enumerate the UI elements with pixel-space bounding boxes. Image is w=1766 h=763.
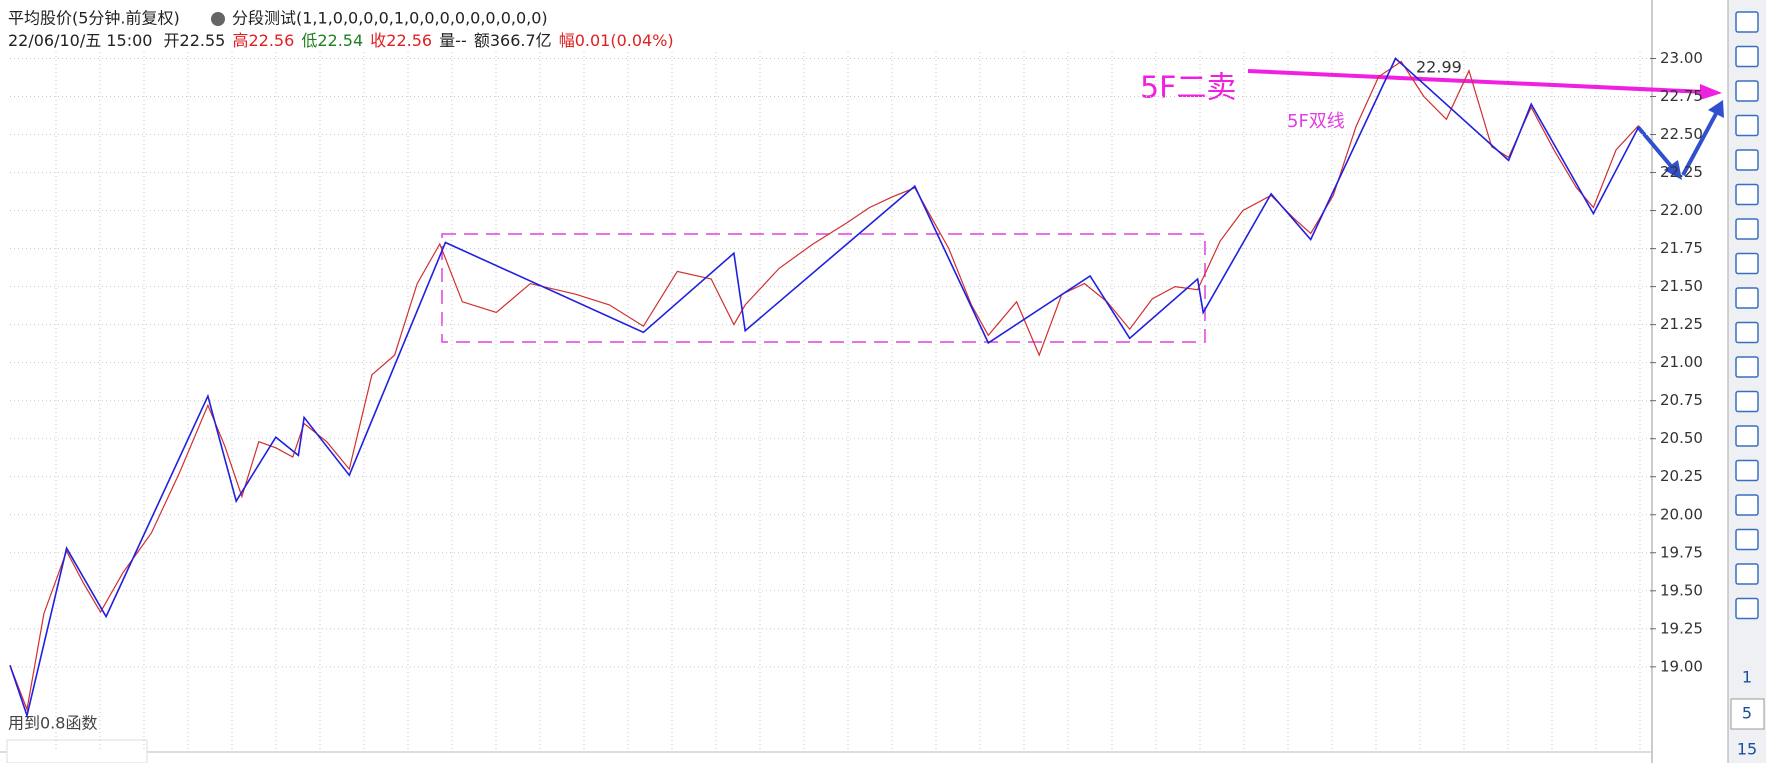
y-tick-label: 23.00: [1660, 49, 1703, 67]
period-button[interactable]: 15: [1737, 740, 1757, 759]
tool-button[interactable]: [1735, 218, 1759, 240]
tool-button[interactable]: [1735, 114, 1759, 137]
info-low: 低22.54: [301, 31, 363, 50]
info-open: 开22.55: [164, 31, 226, 50]
tool-button[interactable]: [1735, 252, 1759, 275]
annotation: 5F二卖: [1140, 71, 1236, 106]
tool-button[interactable]: [1735, 45, 1759, 68]
arrow-head: [1700, 84, 1722, 100]
period-button[interactable]: 1: [1742, 668, 1752, 687]
series-line: [9, 57, 1640, 719]
y-tick-label: 22.75: [1660, 87, 1703, 105]
y-tick-label: 21.50: [1660, 277, 1703, 295]
y-tick-label: 20.75: [1660, 391, 1703, 409]
tool-button[interactable]: [1735, 321, 1759, 344]
status-box: [6, 739, 148, 763]
y-tick-label: 21.75: [1660, 239, 1703, 257]
y-tick-label: 19.75: [1660, 543, 1703, 561]
note: 用到0.8函数: [8, 714, 97, 733]
chart-title: 平均股价(5分钟.前复权): [8, 9, 180, 28]
y-tick-label: 20.00: [1660, 505, 1703, 523]
tool-button[interactable]: [1735, 425, 1759, 447]
tool-button[interactable]: [1735, 149, 1759, 171]
info-change: 幅0.01(0.04%): [559, 31, 674, 50]
chart-subtitle: 分段测试(1,1,0,0,0,0,1,0,0,0,0,0,0,0,0,0): [232, 9, 548, 28]
y-tick-label: 22.00: [1660, 201, 1703, 219]
blue-arrow: [1636, 125, 1678, 174]
period-button[interactable]: 5: [1742, 704, 1752, 723]
annotation: 22.99: [1416, 58, 1462, 77]
tool-button[interactable]: [1735, 356, 1759, 378]
range-box: [441, 233, 1206, 343]
info-high: 高22.56: [232, 31, 294, 50]
blue-arrow: [1681, 109, 1720, 176]
tool-button[interactable]: [1735, 494, 1759, 516]
tool-button[interactable]: [1735, 11, 1759, 33]
info-close: 收22.56: [370, 31, 432, 50]
y-tick-label: 22.50: [1660, 125, 1703, 143]
y-tick-label: 21.00: [1660, 353, 1703, 371]
toolbar: [1728, 0, 1766, 763]
y-tick-label: 22.25: [1660, 163, 1703, 181]
period-selected: [1730, 698, 1765, 730]
info-amount: 额366.7亿: [474, 31, 552, 50]
annotation: 5F双线: [1287, 111, 1345, 132]
dropdown-icon[interactable]: [211, 12, 225, 26]
y-tick-label: 20.25: [1660, 467, 1703, 485]
vertical-grid: [55, 52, 1641, 752]
tool-button[interactable]: [1735, 528, 1759, 551]
info-date: 22/06/10/五 15:00: [8, 31, 152, 50]
arrow-head: [1708, 100, 1724, 118]
tool-button[interactable]: [1735, 597, 1759, 620]
y-tick-label: 20.50: [1660, 429, 1703, 447]
info-volume: 量--: [439, 31, 467, 50]
info-line: 22/06/10/五 15:00 开22.55 高22.56 低22.54 收2…: [8, 31, 674, 50]
tool-button[interactable]: [1735, 80, 1759, 102]
y-tick-label: 21.25: [1660, 315, 1703, 333]
y-tick-label: 19.00: [1660, 657, 1703, 675]
tool-button[interactable]: [1735, 287, 1759, 309]
arrow-head: [1664, 160, 1682, 180]
tool-button[interactable]: [1735, 459, 1759, 482]
annotation-arrow: [1247, 69, 1706, 94]
y-tick-label: 19.25: [1660, 619, 1703, 637]
tool-button[interactable]: [1735, 390, 1759, 413]
tool-button[interactable]: [1735, 183, 1759, 206]
y-tick-label: 19.50: [1660, 581, 1703, 599]
tool-button[interactable]: [1735, 563, 1759, 585]
